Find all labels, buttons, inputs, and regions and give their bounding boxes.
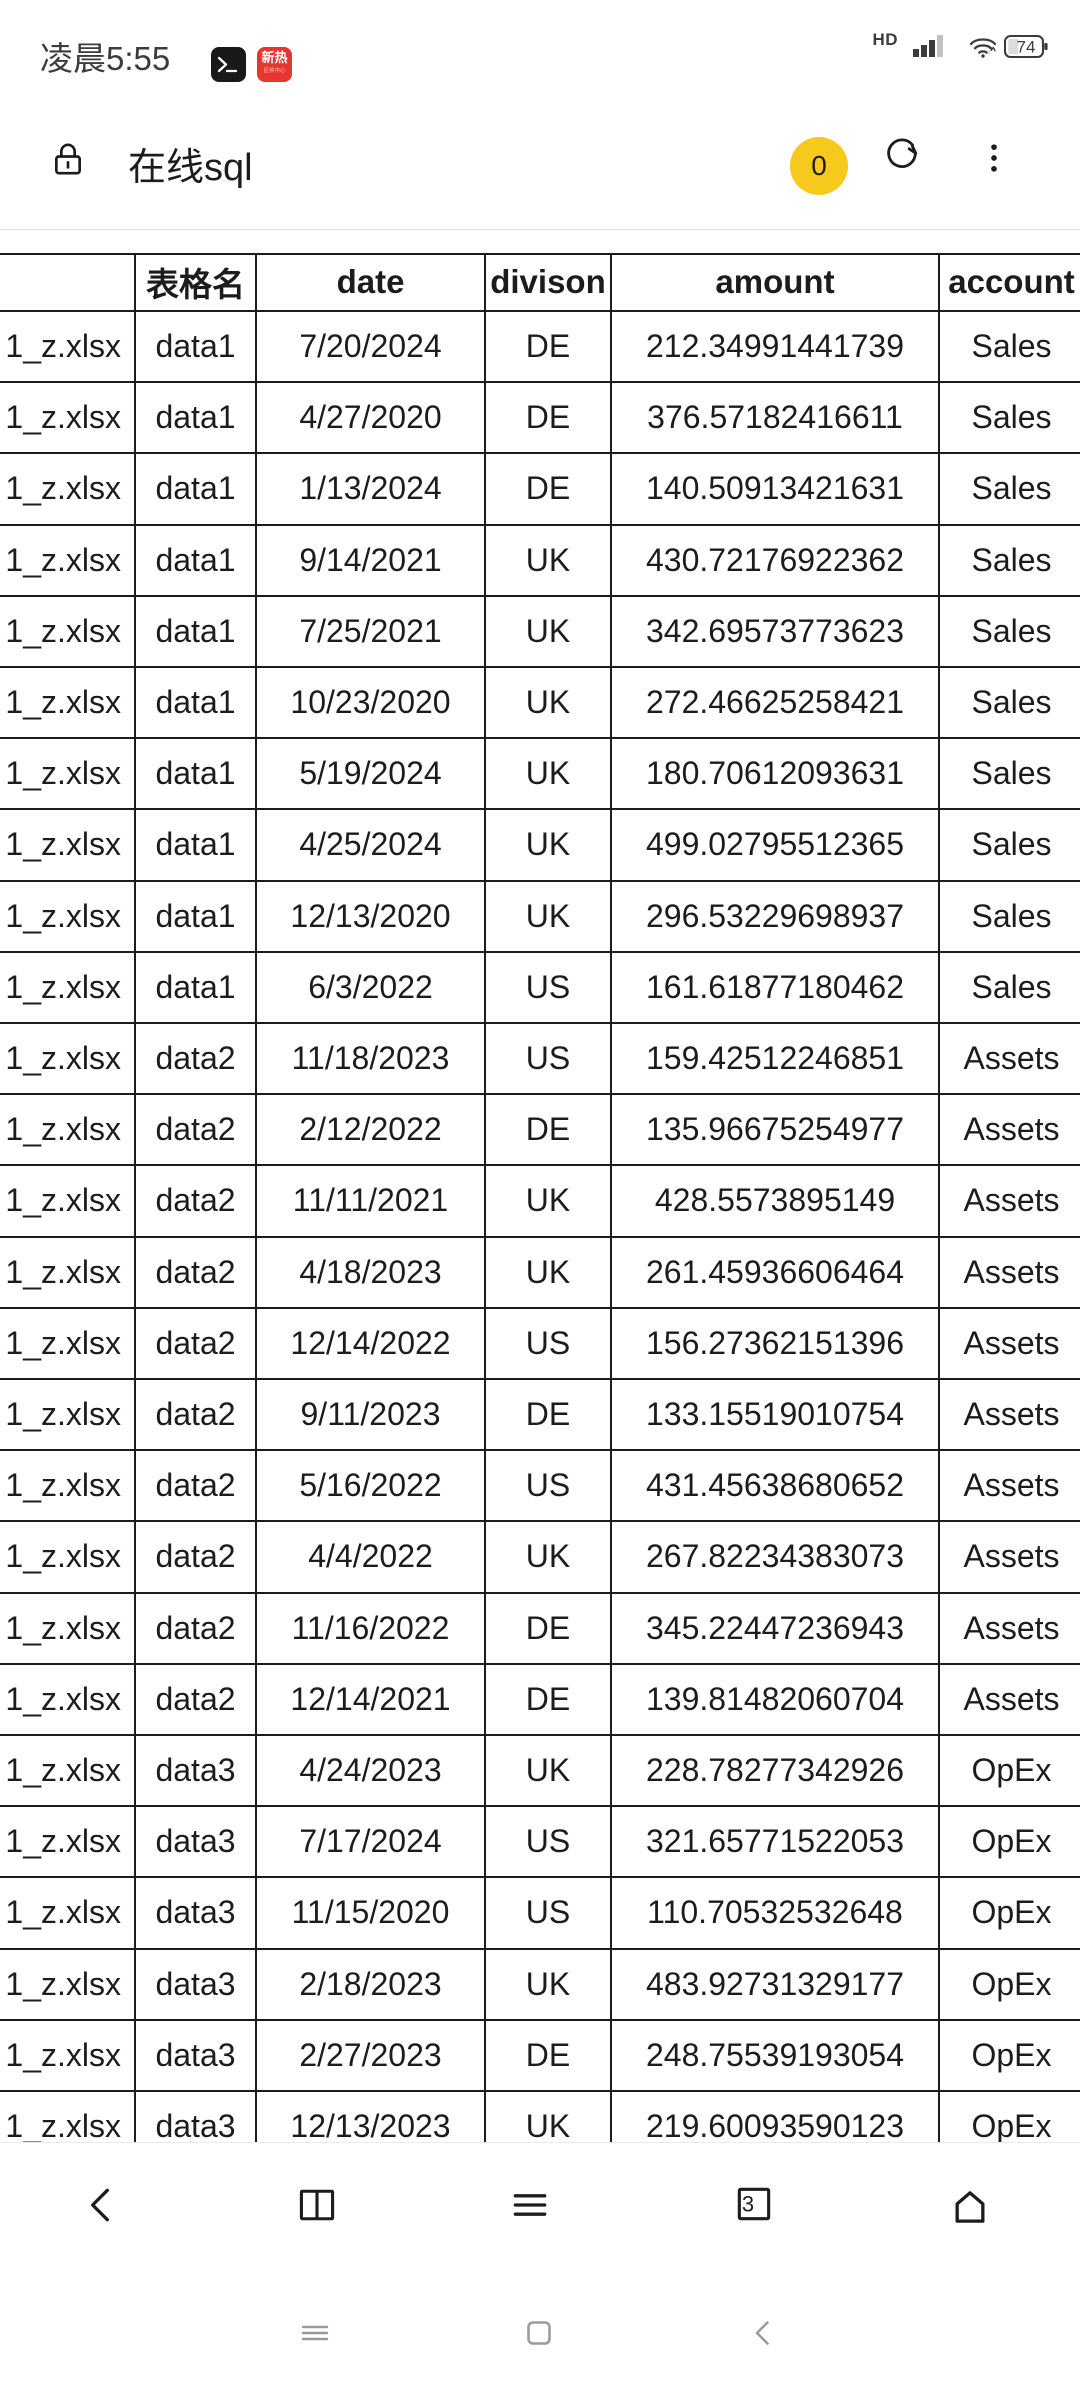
svg-text:3: 3 [742, 2191, 754, 2216]
svg-text:74: 74 [1017, 38, 1036, 57]
